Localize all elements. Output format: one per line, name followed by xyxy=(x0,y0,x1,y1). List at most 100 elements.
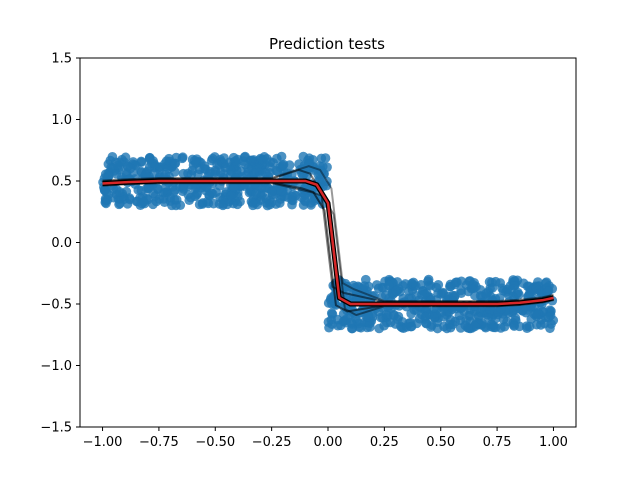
scatter-point xyxy=(361,310,372,321)
scatter-point xyxy=(483,313,493,323)
y-tick-label: 1.0 xyxy=(51,113,72,128)
scatter-point xyxy=(202,197,212,207)
scatter-point xyxy=(247,198,258,208)
x-tick-label: −0.75 xyxy=(139,435,179,450)
scatter-point xyxy=(360,274,371,285)
scatter-point xyxy=(471,304,481,314)
scatter-point xyxy=(398,281,408,291)
scatter-point xyxy=(531,283,542,294)
scatter-point xyxy=(376,292,387,302)
scatter-point xyxy=(436,307,446,318)
scatter-point xyxy=(226,190,237,201)
scatter-point xyxy=(143,182,154,193)
scatter-point xyxy=(148,199,158,210)
scatter-point xyxy=(341,281,352,292)
scatter-point xyxy=(272,153,282,164)
scatter-point xyxy=(346,317,356,328)
scatter-point xyxy=(502,316,512,327)
y-tick-label: −1.5 xyxy=(40,421,72,436)
x-tick-label: −1.00 xyxy=(83,435,123,450)
chart-title: Prediction tests xyxy=(269,35,385,53)
ensemble-line xyxy=(102,165,554,302)
scatter-point xyxy=(497,283,507,293)
scatter-point xyxy=(262,200,273,211)
scatter-point xyxy=(199,164,209,174)
scatter-point xyxy=(405,321,416,332)
y-tick-label: 1.5 xyxy=(51,52,72,67)
scatter-point xyxy=(100,185,111,195)
prediction-line-group xyxy=(102,178,555,307)
scatter-point xyxy=(111,169,122,179)
scatter-point xyxy=(390,319,401,329)
scatter-point xyxy=(350,284,360,295)
scatter-point xyxy=(383,280,394,291)
x-tick-label: −0.50 xyxy=(195,435,235,450)
scatter-point xyxy=(266,187,277,197)
x-tick-label: 1.00 xyxy=(539,435,568,450)
scatter-point xyxy=(275,198,285,208)
scatter-point xyxy=(465,311,476,321)
scatter-point xyxy=(429,312,440,323)
y-axis-ticks: −1.5 −1.0 −0.5 0.0 0.5 1.0 1.5 xyxy=(40,52,80,436)
scatter-point xyxy=(389,310,399,321)
scatter-point xyxy=(207,189,218,199)
scatter-point xyxy=(101,198,111,209)
x-tick-label: 0.50 xyxy=(426,435,455,450)
scatter-point xyxy=(229,182,239,193)
scatter-point xyxy=(509,321,520,331)
scatter-point xyxy=(316,153,327,164)
scatter-point xyxy=(423,274,434,285)
scatter-point xyxy=(251,188,261,199)
scatter-point xyxy=(113,160,123,171)
scatter-point xyxy=(487,277,497,288)
scatter-point xyxy=(235,196,245,207)
scatter-point xyxy=(149,168,159,179)
scatter-point xyxy=(433,280,444,290)
scatter-point xyxy=(218,194,228,205)
y-tick-label: 0.0 xyxy=(51,236,72,251)
scatter-point xyxy=(144,154,155,164)
plot-area xyxy=(98,151,559,334)
scatter-point xyxy=(420,311,431,322)
scatter-point xyxy=(546,319,556,329)
scatter-point xyxy=(493,307,504,317)
scatter-point xyxy=(212,159,222,169)
scatter-point xyxy=(455,323,466,333)
scatter-point xyxy=(243,163,253,174)
scatter-point xyxy=(257,154,268,165)
scatter-point xyxy=(230,156,241,166)
prediction-line xyxy=(102,179,554,306)
scatter-point xyxy=(209,152,220,162)
scatter-points xyxy=(98,151,559,334)
scatter-point xyxy=(332,314,343,325)
scatter-point xyxy=(509,280,520,291)
scatter-point xyxy=(322,162,332,172)
scatter-point xyxy=(313,169,324,180)
scatter-point xyxy=(290,190,301,201)
scatter-point xyxy=(246,155,257,166)
scatter-point xyxy=(303,159,314,169)
scatter-point xyxy=(140,169,151,180)
scatter-point xyxy=(323,317,334,327)
scatter-point xyxy=(315,161,325,171)
scatter-point xyxy=(108,183,119,194)
scatter-point xyxy=(445,322,456,333)
scatter-point xyxy=(488,322,499,333)
scatter-point xyxy=(189,155,200,166)
scatter-point xyxy=(165,192,176,203)
scatter-point xyxy=(462,322,473,333)
y-tick-label: −1.0 xyxy=(40,359,72,374)
scatter-point xyxy=(215,167,226,178)
scatter-point xyxy=(533,309,543,319)
scatter-point xyxy=(449,292,460,303)
y-tick-label: 0.5 xyxy=(51,175,72,190)
scatter-point xyxy=(326,293,336,303)
scatter-point xyxy=(122,199,133,209)
scatter-point xyxy=(445,314,456,325)
scatter-point xyxy=(278,159,289,170)
scatter-point xyxy=(299,195,310,205)
scatter-point xyxy=(470,321,480,332)
scatter-point xyxy=(170,158,180,169)
scatter-point xyxy=(125,163,136,174)
scatter-point xyxy=(186,169,197,179)
